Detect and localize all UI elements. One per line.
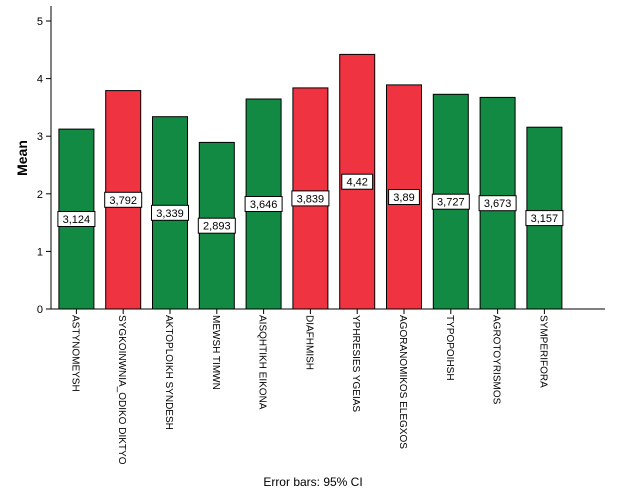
footnote: Error bars: 95% CI [263, 475, 362, 489]
y-tick-label: 2 [37, 189, 43, 201]
data-label-box [104, 191, 143, 208]
x-tick-label: ASTYNOMEYSH [69, 315, 80, 392]
data-label: 3,646 [250, 199, 278, 211]
data-label-box [244, 196, 283, 212]
y-tick-label: 3 [37, 131, 43, 143]
data-label-box [388, 189, 420, 205]
data-label: 4,42 [346, 177, 367, 189]
x-tick-label: SYMPERIFORA [537, 315, 548, 388]
x-tick-label: YPHRESIES YGEIAS [350, 315, 361, 412]
x-tick-label: AISQHTIKH EIKONA [257, 315, 268, 410]
x-tick-label: DIAFHMISH [303, 315, 314, 370]
data-label: 3,157 [531, 213, 559, 225]
data-label-box [478, 195, 517, 212]
x-tick-label: AGORANOMIKOS ELEGXOS [397, 315, 408, 449]
y-axis-label: Mean [14, 140, 30, 176]
data-label-box [197, 217, 236, 234]
data-label: 2,893 [203, 221, 231, 233]
y-tick-label: 5 [37, 16, 43, 28]
data-label: 3,89 [393, 192, 414, 204]
x-tick-label: MEWSH TIMWN [210, 315, 221, 390]
data-label: 3,727 [437, 197, 465, 209]
data-label-box [291, 190, 330, 207]
y-tick-label: 0 [37, 304, 43, 316]
x-tick-label: SYGKOINWNIA_ODIKO DIKTYO [116, 315, 127, 465]
axes-group: 0 1 2 3 4 5 ASTYNOMEYSH SYGKOINWNIA_ODIKO DIKTY… [37, 6, 605, 465]
x-tick-label: AGROTOYRISMOS [491, 315, 502, 405]
data-labels-group: 3,124 3,792 3,339 2,893 3,646 3,839 4,42 3,89 3,… [57, 173, 564, 234]
x-tick-label: TYPOPOIHSH [444, 315, 455, 381]
data-label: 3,124 [63, 214, 91, 226]
x-tick-label: AKTOPLOIKH SYNDESH [163, 315, 174, 430]
y-tick-label: 1 [37, 246, 43, 258]
data-label-box [525, 210, 564, 227]
data-label: 3,792 [109, 195, 137, 207]
data-label: 3,339 [156, 208, 184, 220]
data-label-box [341, 173, 374, 190]
data-label-box [431, 193, 470, 210]
y-tick-label: 4 [37, 74, 43, 86]
data-label-box [57, 211, 96, 227]
data-label: 3,839 [297, 193, 325, 205]
data-label: 3,673 [484, 198, 512, 210]
data-label-box [151, 204, 189, 221]
